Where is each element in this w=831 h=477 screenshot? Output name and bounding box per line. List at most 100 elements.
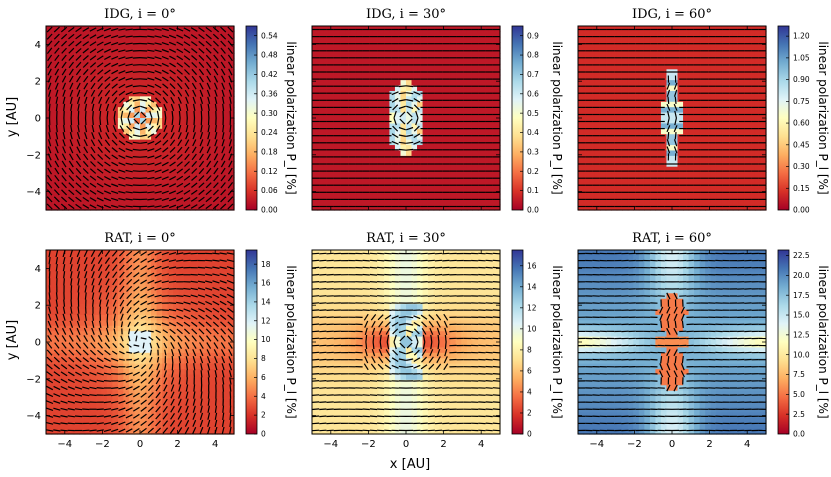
heatmap-cell: [688, 188, 695, 195]
heatmap-cell: [455, 112, 462, 119]
heatmap-cell: [57, 42, 64, 49]
vector: [118, 63, 126, 67]
vector: [62, 89, 66, 97]
heatmap-cell: [649, 80, 657, 87]
heatmap-cell: [622, 166, 629, 173]
heatmap-cell: [323, 101, 330, 108]
heatmap-cell: [444, 188, 451, 195]
heatmap-cell: [317, 128, 324, 135]
vector: [139, 71, 148, 73]
vector: [111, 28, 119, 32]
heatmap-cell: [583, 123, 590, 130]
vector: [112, 97, 118, 104]
heatmap-cell: [627, 85, 634, 92]
heatmap-cell: [494, 42, 501, 49]
heatmap-cell: [450, 58, 457, 65]
heatmap-cell: [178, 134, 185, 141]
vector: [184, 161, 190, 167]
heatmap-cell: [694, 101, 701, 108]
heatmap-cell: [488, 90, 496, 97]
heatmap-cell: [101, 112, 108, 119]
heatmap-cell: [461, 145, 468, 152]
heatmap-cell: [167, 199, 174, 206]
heatmap-cell: [184, 26, 191, 33]
heatmap-cell: [372, 31, 379, 38]
heatmap-cell: [46, 204, 53, 211]
heatmap-cell: [589, 112, 596, 119]
vector: [156, 117, 160, 126]
heatmap-cell: [428, 134, 435, 141]
heatmap-cell: [589, 58, 596, 65]
heatmap-cell: [605, 101, 612, 108]
vector: [62, 96, 66, 104]
vector: [69, 146, 74, 154]
heatmap-cell: [716, 182, 723, 189]
heatmap-cell: [372, 63, 379, 70]
heatmap-cell: [622, 112, 629, 119]
heatmap-cell: [406, 182, 413, 189]
heatmap-cell: [694, 74, 701, 81]
heatmap-cell: [721, 85, 728, 92]
heatmap-cell: [611, 193, 618, 200]
heatmap-cell: [633, 182, 640, 189]
heatmap-cell: [123, 134, 130, 141]
heatmap-cell: [206, 204, 213, 211]
heatmap-cell: [688, 107, 695, 114]
heatmap-cell: [483, 150, 490, 157]
colorbar-tick-label: 0.54: [261, 31, 278, 40]
heatmap-cell: [406, 128, 413, 135]
heatmap-cell: [101, 36, 108, 43]
heatmap-cell: [738, 101, 745, 108]
heatmap-cell: [754, 80, 762, 87]
heatmap-cell: [406, 31, 413, 38]
heatmap-cell: [394, 172, 402, 179]
heatmap-cell: [705, 90, 712, 97]
heatmap-cell: [411, 145, 418, 152]
vector: [147, 184, 155, 187]
heatmap-cell: [611, 36, 618, 43]
heatmap-cell: [633, 193, 640, 200]
heatmap-cell: [372, 74, 379, 81]
heatmap-cell: [699, 204, 706, 211]
heatmap-cell: [732, 199, 739, 206]
heatmap-cell: [760, 31, 767, 38]
heatmap-cell: [361, 53, 368, 60]
heatmap-cell: [727, 74, 734, 81]
heatmap-cell: [328, 90, 335, 97]
heatmap-cell: [721, 107, 728, 114]
heatmap-cell: [394, 166, 402, 173]
vector: [104, 168, 111, 174]
heatmap-cell: [84, 42, 91, 49]
heatmap-cell: [472, 123, 479, 130]
heatmap-cell: [51, 123, 58, 130]
vector: [92, 110, 94, 119]
heatmap-cell: [112, 31, 119, 38]
heatmap-cell: [389, 80, 396, 87]
heatmap-cell: [666, 118, 673, 125]
heatmap-cell: [622, 58, 629, 65]
heatmap-cell: [417, 58, 424, 65]
heatmap-cell: [738, 199, 745, 206]
heatmap-cell: [106, 80, 113, 87]
vector: [214, 132, 218, 140]
vector: [127, 117, 131, 126]
heatmap-cell: [477, 36, 485, 43]
vector: [125, 42, 133, 45]
vector: [83, 153, 89, 161]
heatmap-cell: [472, 172, 479, 179]
heatmap-cell: [356, 42, 363, 49]
vector: [125, 49, 133, 52]
vector: [227, 203, 234, 210]
heatmap-cell: [738, 58, 745, 65]
heatmap-cell: [655, 80, 662, 87]
heatmap-cell: [117, 128, 125, 135]
vector: [104, 154, 111, 160]
heatmap-cell: [217, 177, 224, 184]
heatmap-cell: [594, 63, 601, 70]
heatmap-cell: [428, 182, 435, 189]
heatmap-cell: [372, 112, 379, 119]
heatmap-cell: [145, 90, 152, 97]
heatmap-cell: [178, 118, 185, 125]
heatmap-cell: [666, 134, 673, 141]
heatmap-cell: [627, 74, 634, 81]
